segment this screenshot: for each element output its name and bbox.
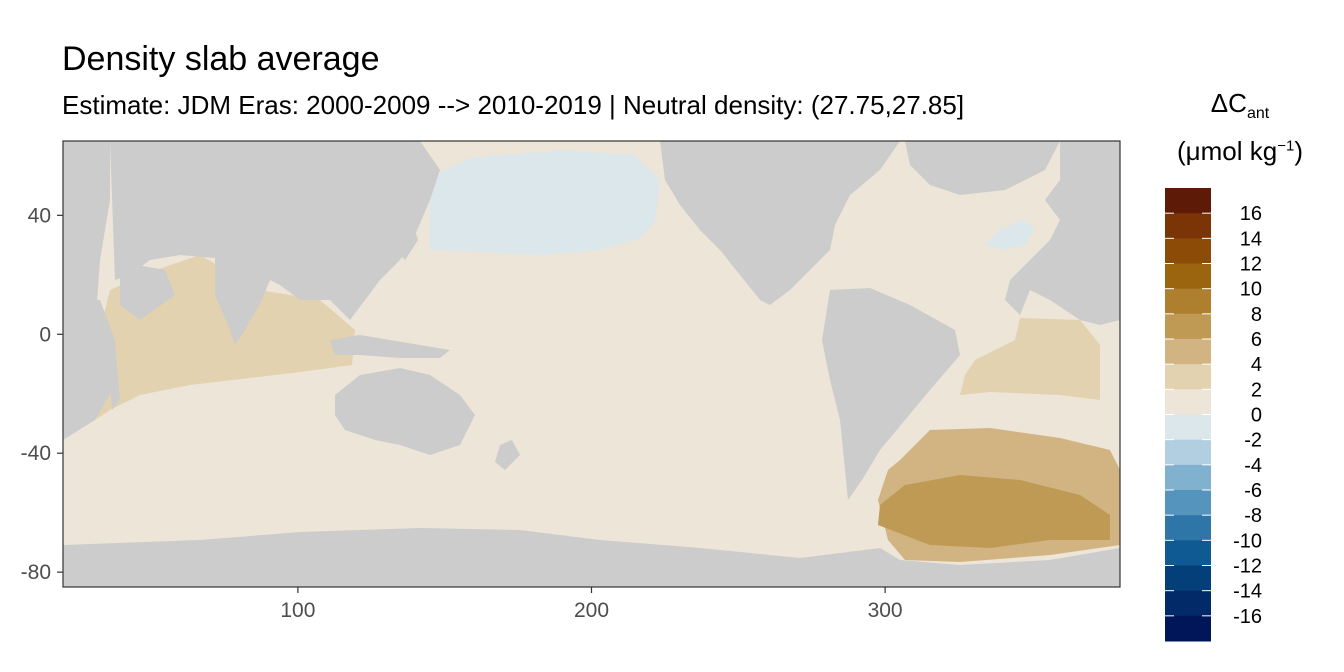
- madagascar-land: [110, 375, 120, 410]
- colorbar-label: -2: [1244, 430, 1262, 452]
- colorbar-swatch: [1165, 188, 1211, 214]
- colorbar-swatch: [1165, 313, 1211, 340]
- x-tick-label: 100: [280, 599, 315, 622]
- india-land: [215, 258, 270, 345]
- colorbar-label: -10: [1233, 530, 1262, 552]
- colorbar-swatch: [1165, 615, 1211, 642]
- colorbar-label: 12: [1240, 254, 1262, 276]
- north-pacific-region: [430, 150, 660, 255]
- colorbar-swatch: [1165, 515, 1211, 541]
- south-america-land: [822, 288, 960, 500]
- colorbar-label: 14: [1240, 228, 1262, 250]
- greenland-land: [905, 141, 1060, 195]
- colorbar-swatch: [1165, 213, 1211, 239]
- colorbar-swatch: [1165, 238, 1211, 264]
- y-tick-label: 0: [39, 323, 51, 346]
- colorbar-swatch: [1165, 590, 1211, 617]
- x-tick-label: 200: [574, 599, 609, 622]
- north-atlantic-region: [985, 220, 1035, 250]
- legend-title-symbol: ΔCant: [1210, 88, 1270, 123]
- colorbar-swatch: [1165, 339, 1211, 365]
- colorbar-swatch: [1165, 540, 1211, 566]
- colorbar-label: -12: [1233, 556, 1262, 578]
- eurasia-land: [110, 141, 440, 320]
- colorbar-label: 10: [1240, 279, 1262, 301]
- colorbar-label: 0: [1251, 405, 1262, 427]
- colorbar-swatch: [1165, 288, 1211, 315]
- colorbar-label: -16: [1233, 606, 1262, 628]
- antarctica-land: [63, 528, 1120, 587]
- colorbar-label: 8: [1251, 304, 1262, 326]
- australia-land: [335, 368, 475, 455]
- colorbar-swatch: [1165, 414, 1211, 441]
- north-america-land: [660, 141, 900, 305]
- map-title: Density slab average: [62, 40, 380, 78]
- colorbar-swatch: [1165, 464, 1211, 491]
- colorbar-swatch: [1165, 364, 1211, 390]
- tropical-atlantic-region: [960, 318, 1100, 400]
- legend-title-unit: (μmol kg−1): [1177, 136, 1303, 166]
- x-tick-label: 300: [868, 599, 903, 622]
- y-tick-label: 40: [28, 204, 51, 227]
- map-subtitle: Estimate: JDM Eras: 2000-2009 --> 2010-2…: [62, 90, 965, 120]
- colorbar-label: -6: [1244, 480, 1262, 502]
- new-zealand-land: [495, 440, 520, 470]
- colorbar-label: 2: [1251, 379, 1262, 401]
- colorbar-swatch: [1165, 389, 1211, 415]
- colorbar-label: -4: [1244, 455, 1262, 477]
- colorbar-label: 4: [1251, 354, 1262, 376]
- colorbar-label: -14: [1233, 581, 1262, 603]
- indonesia-land: [330, 335, 450, 358]
- land-masses: [63, 141, 1120, 587]
- east-africa-land: [63, 300, 118, 440]
- colorbar-swatch: [1165, 439, 1211, 466]
- colorbar-label: -8: [1244, 505, 1262, 527]
- japan-land: [395, 215, 418, 260]
- europe-africa-land: [1005, 141, 1120, 325]
- colorbar-swatch: [1165, 490, 1211, 516]
- y-tick-label: -80: [21, 561, 51, 584]
- arabia-land: [120, 262, 175, 320]
- weddell-region: [878, 475, 1110, 548]
- colorbar-swatch: [1165, 263, 1211, 290]
- colorbar-label: 6: [1251, 329, 1262, 351]
- colorbar-swatch: [1165, 565, 1211, 592]
- colorbar-label: 16: [1240, 203, 1262, 225]
- colorbar: 16 14 12 10 8 6 4 2 0 -2 -4 -6 -8 -10 -12 -14 -16: [1165, 188, 1262, 642]
- y-tick-label: -40: [21, 442, 51, 465]
